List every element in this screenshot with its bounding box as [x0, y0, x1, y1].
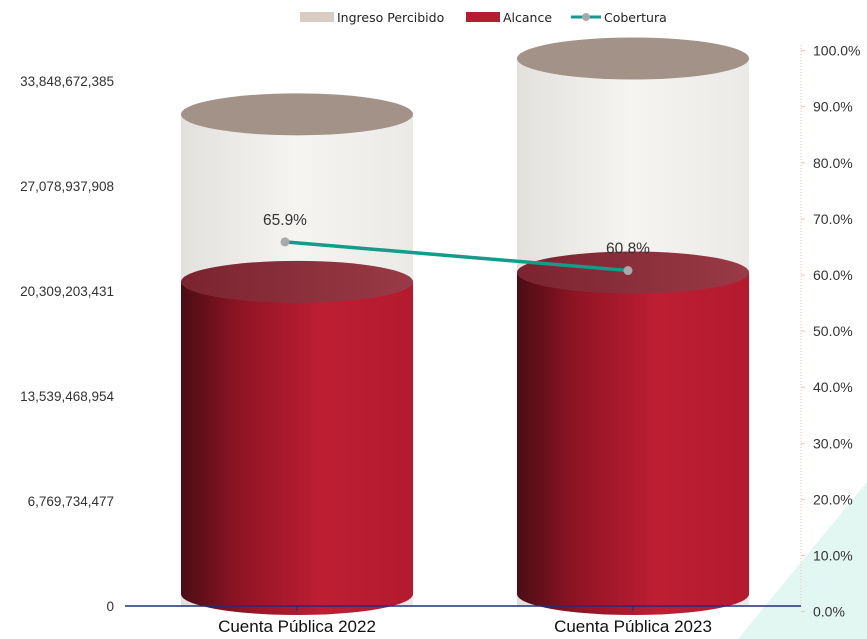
cobertura-line [284, 240, 629, 273]
y-right-tick-label: 60.0% [813, 267, 853, 283]
y-left-tick-label: 33,848,672,385 [20, 74, 114, 89]
y-left-tick-label: 27,078,937,908 [20, 179, 114, 194]
bar-alcance-top [517, 251, 749, 294]
cobertura-data-label: 65.9% [263, 212, 307, 229]
x-tick-label: Cuenta Pública 2023 [554, 617, 712, 636]
legend-swatch-marker [582, 13, 590, 21]
y-right-tick-label: 0.0% [813, 604, 845, 620]
y-right-tick-label: 50.0% [813, 323, 853, 339]
legend-label: Cobertura [604, 10, 667, 25]
y-right-tick-label: 90.0% [813, 99, 853, 115]
x-tick-label: Cuenta Pública 2022 [218, 617, 376, 636]
y-right-tick-label: 10.0% [813, 548, 853, 564]
legend-swatch [300, 12, 334, 22]
y-left-tick-label: 13,539,468,954 [20, 389, 114, 404]
y-right-tick-label: 20.0% [813, 491, 853, 507]
y-right-tick-label: 40.0% [813, 379, 853, 395]
bar-alcance-bottom [517, 573, 749, 615]
y-left-tick-label: 6,769,734,477 [28, 494, 114, 509]
y-right-tick-label: 100.0% [813, 43, 860, 59]
cobertura-point [280, 237, 290, 247]
cobertura-point [623, 266, 633, 276]
y-left-tick-label: 20,309,203,431 [20, 284, 114, 299]
decorative-corner-shape [738, 482, 867, 639]
bar-ingreso-percibido-top [517, 37, 749, 80]
y-right-tick-label: 30.0% [813, 435, 853, 451]
y-right-tick-label: 80.0% [813, 155, 853, 171]
bar-alcance-body [517, 272, 749, 594]
bar-alcance-top [181, 260, 413, 303]
bar-alcance-bottom [181, 573, 413, 615]
legend-swatch [466, 12, 500, 22]
cobertura-data-label: 60.8% [606, 241, 650, 258]
bar-alcance-body [181, 281, 413, 594]
bar-ingreso-percibido-top [181, 93, 413, 136]
legend-label: Ingreso Percibido [337, 10, 444, 25]
y-right-tick-label: 70.0% [813, 211, 853, 227]
legend-label: Alcance [503, 10, 552, 25]
y-left-tick-label: 0 [106, 599, 114, 614]
